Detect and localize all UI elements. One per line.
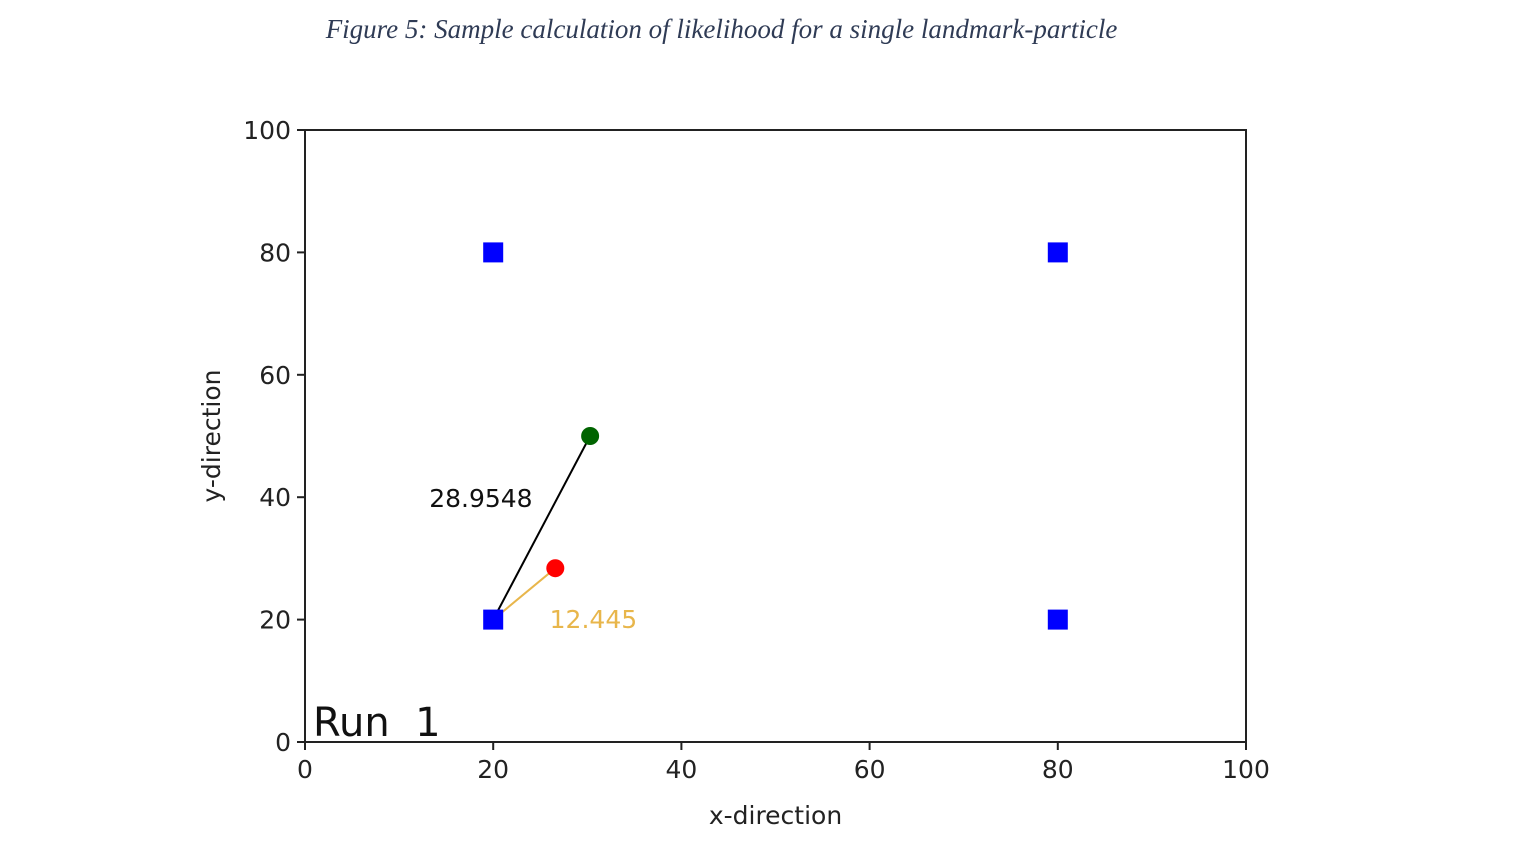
x-tick-label: 40 — [665, 755, 697, 784]
landmark-marker — [1047, 609, 1068, 630]
robot-marker — [581, 427, 600, 445]
plot-frame — [304, 129, 1247, 743]
y-axis-label: y-direction — [197, 370, 226, 503]
distance-line — [492, 435, 592, 621]
x-axis-label: x-direction — [709, 801, 842, 830]
y-tick-label: 0 — [275, 728, 291, 757]
distance-label: 12.445 — [550, 605, 637, 634]
y-tick-label: 40 — [259, 483, 291, 512]
x-tick-label: 20 — [477, 755, 509, 784]
y-tick-label: 80 — [259, 238, 291, 267]
y-tick-label: 60 — [259, 361, 291, 390]
x-tick-label: 100 — [1222, 755, 1270, 784]
distance-line — [492, 567, 556, 621]
chart-marks: 28.9548 12.445 — [429, 242, 1068, 634]
figure-caption: Figure 5: Sample calculation of likeliho… — [325, 14, 1118, 44]
landmark-marker — [483, 609, 504, 630]
run-label: Run 1 — [313, 700, 441, 746]
landmark-marker — [483, 242, 504, 263]
x-tick-label: 0 — [297, 755, 313, 784]
distance-label: 28.9548 — [429, 484, 532, 513]
y-tick-label: 20 — [259, 606, 291, 635]
axis-ticks: 0 20 40 60 80 100 0 20 40 60 80 100 — [243, 116, 1270, 784]
particle-marker — [546, 559, 565, 578]
x-tick-label: 80 — [1042, 755, 1074, 784]
landmark-marker — [1047, 242, 1068, 263]
x-tick-label: 60 — [854, 755, 886, 784]
y-tick-label: 100 — [243, 116, 291, 145]
